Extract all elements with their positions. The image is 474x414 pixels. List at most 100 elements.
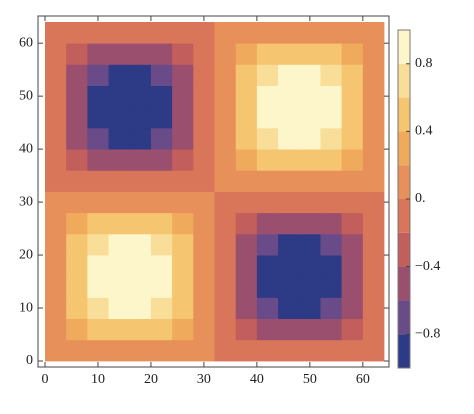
contour-cell — [108, 64, 131, 86]
contour-cell — [362, 297, 385, 320]
contour-cell — [66, 149, 88, 171]
contour-cell — [235, 106, 258, 129]
y-tick-label: 40 — [19, 141, 33, 156]
contour-cell — [193, 43, 215, 65]
contour-cell — [341, 191, 364, 214]
contour-cell — [193, 85, 215, 108]
contour-cell — [341, 64, 364, 86]
contour-cell — [193, 318, 215, 341]
contour-cell — [362, 127, 385, 150]
contour-cell — [320, 170, 343, 192]
contour-cell — [172, 318, 194, 341]
contour-cell — [172, 85, 194, 108]
contour-cell — [341, 43, 364, 65]
contour-cell — [235, 339, 258, 362]
contour-cell — [278, 233, 300, 256]
contour-cell — [320, 339, 343, 362]
contour-cell — [320, 233, 343, 256]
contour-cell — [108, 127, 131, 150]
colorbar-swatch — [398, 266, 410, 301]
contour-cell — [341, 22, 364, 44]
colorbar-swatch — [398, 232, 410, 267]
contour-cell — [45, 85, 67, 108]
contour-cell — [66, 127, 88, 150]
contour-cell — [193, 212, 215, 235]
contour-cell — [150, 233, 173, 256]
contour-cell — [278, 22, 300, 44]
contour-cell — [108, 149, 131, 171]
contour-cell — [129, 127, 152, 150]
contour-cell — [256, 233, 279, 256]
contour-cell — [150, 276, 173, 298]
contour-cell — [278, 276, 300, 298]
contour-cell — [341, 255, 364, 277]
contour-cell — [278, 43, 300, 65]
contour-cell — [256, 43, 279, 65]
contour-cell — [235, 170, 258, 192]
contour-cell — [129, 339, 152, 362]
x-tick-label: 50 — [303, 372, 317, 387]
contour-field — [45, 22, 385, 362]
plot-frame — [37, 15, 390, 368]
contour-cell — [129, 297, 152, 320]
contour-cell — [150, 149, 173, 171]
contour-cell — [299, 127, 321, 150]
contour-cell — [129, 233, 152, 256]
colorbar-swatch — [398, 30, 410, 64]
contour-cell — [214, 22, 237, 44]
contour-cell — [45, 191, 67, 214]
contour-cell — [45, 297, 67, 320]
contour-cell — [341, 233, 364, 256]
contour-cell — [341, 106, 364, 129]
contour-cell — [320, 191, 343, 214]
contour-cell — [172, 149, 194, 171]
y-tick-label: 60 — [19, 35, 33, 50]
contour-cell — [320, 149, 343, 171]
contour-cell — [66, 276, 88, 298]
contour-cell — [320, 64, 343, 86]
contour-cell — [108, 85, 131, 108]
contour-cell — [214, 297, 237, 320]
contour-cell — [45, 255, 67, 277]
contour-cell — [66, 212, 88, 235]
contour-cell — [320, 297, 343, 320]
contour-cell — [66, 22, 88, 44]
contour-cell — [45, 149, 67, 171]
contour-cell — [362, 318, 385, 341]
x-tick-label: 0 — [42, 372, 49, 387]
contour-cell — [299, 106, 321, 129]
contour-cell — [66, 106, 88, 129]
contour-cell — [235, 318, 258, 341]
contour-cell — [108, 191, 131, 214]
contour-cell — [256, 85, 279, 108]
contour-cell — [320, 106, 343, 129]
contour-cell — [278, 339, 300, 362]
contour-cell — [278, 149, 300, 171]
contour-cell — [214, 339, 237, 362]
contour-cell — [66, 170, 88, 192]
contour-cell — [87, 127, 109, 150]
contour-cell — [150, 22, 173, 44]
contour-cell — [45, 64, 67, 86]
contour-cell — [150, 43, 173, 65]
contour-cell — [66, 297, 88, 320]
contour-cell — [87, 149, 109, 171]
contour-cell — [45, 106, 67, 129]
contour-cell — [320, 43, 343, 65]
contour-cell — [66, 43, 88, 65]
contour-cell — [193, 339, 215, 362]
contour-cell — [362, 149, 385, 171]
contour-cell — [320, 255, 343, 277]
contour-cell — [362, 233, 385, 256]
contour-cell — [150, 339, 173, 362]
contour-cell — [235, 276, 258, 298]
contour-cell — [150, 85, 173, 108]
contour-cell — [235, 85, 258, 108]
contour-cell — [45, 276, 67, 298]
contour-cell — [214, 276, 237, 298]
contour-cell — [235, 191, 258, 214]
contour-cell — [193, 255, 215, 277]
contour-cell — [214, 212, 237, 235]
contour-cell — [193, 22, 215, 44]
